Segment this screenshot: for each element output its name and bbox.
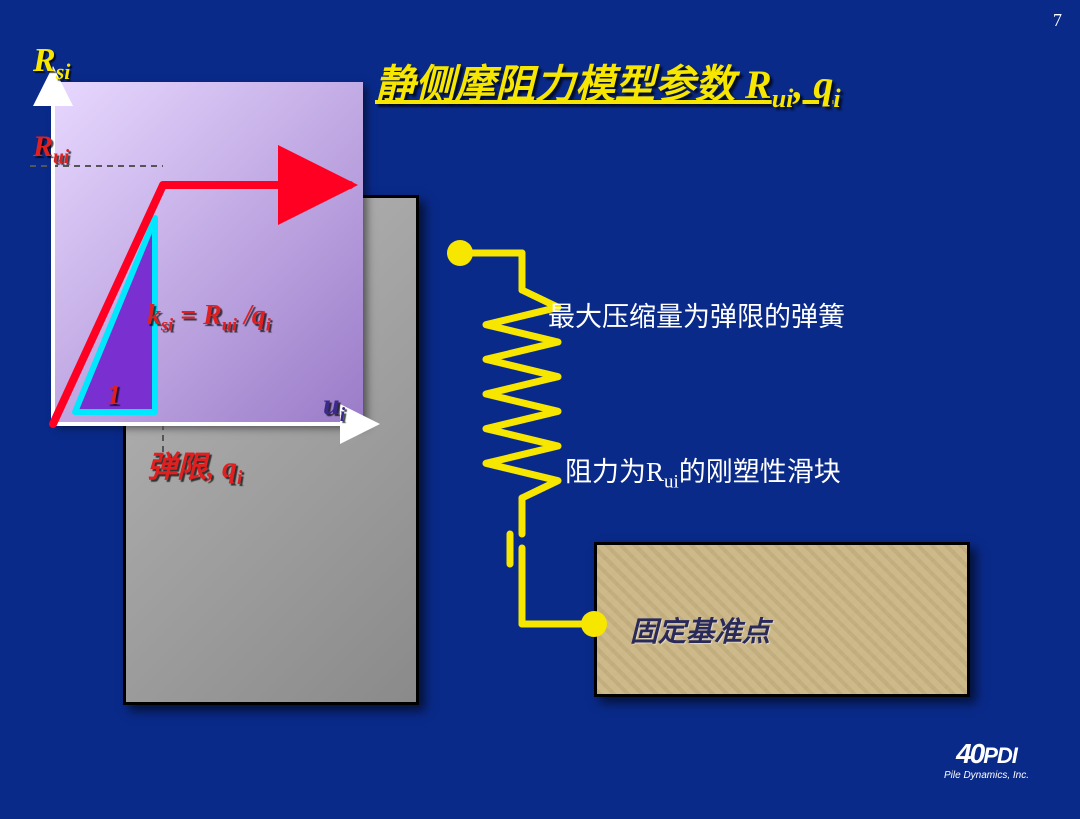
ksi-label: ksi = Rui /qi (147, 300, 271, 336)
ground-annotation: 固定基准点 (630, 610, 770, 650)
company-logo: 40PDIPile Dynamics, Inc. (944, 738, 1029, 781)
slide-root: 静侧摩阻力模型参数 Rui, qi Rsi ui Rui 弹限, qi ksi = Rui… (0, 0, 1080, 819)
y-axis-label: Rsi (33, 42, 70, 85)
rui-label: Rui (33, 130, 69, 169)
unit-label: 1 (107, 380, 121, 412)
logo-number: 40PDI (944, 738, 1029, 770)
spring-annotation: 最大压缩量为弹限的弹簧 (548, 295, 845, 334)
slide-number: 7 (1053, 10, 1062, 31)
quake-label: 弹限, qi (147, 442, 242, 490)
slide-title: 静侧摩阻力模型参数 Rui, qi (375, 52, 841, 114)
chart-area (53, 82, 363, 424)
logo-company: Pile Dynamics, Inc. (944, 770, 1029, 781)
slider-annotation: 阻力为Rui的刚塑性滑块 (565, 450, 841, 493)
x-axis-label: ui (323, 388, 345, 427)
